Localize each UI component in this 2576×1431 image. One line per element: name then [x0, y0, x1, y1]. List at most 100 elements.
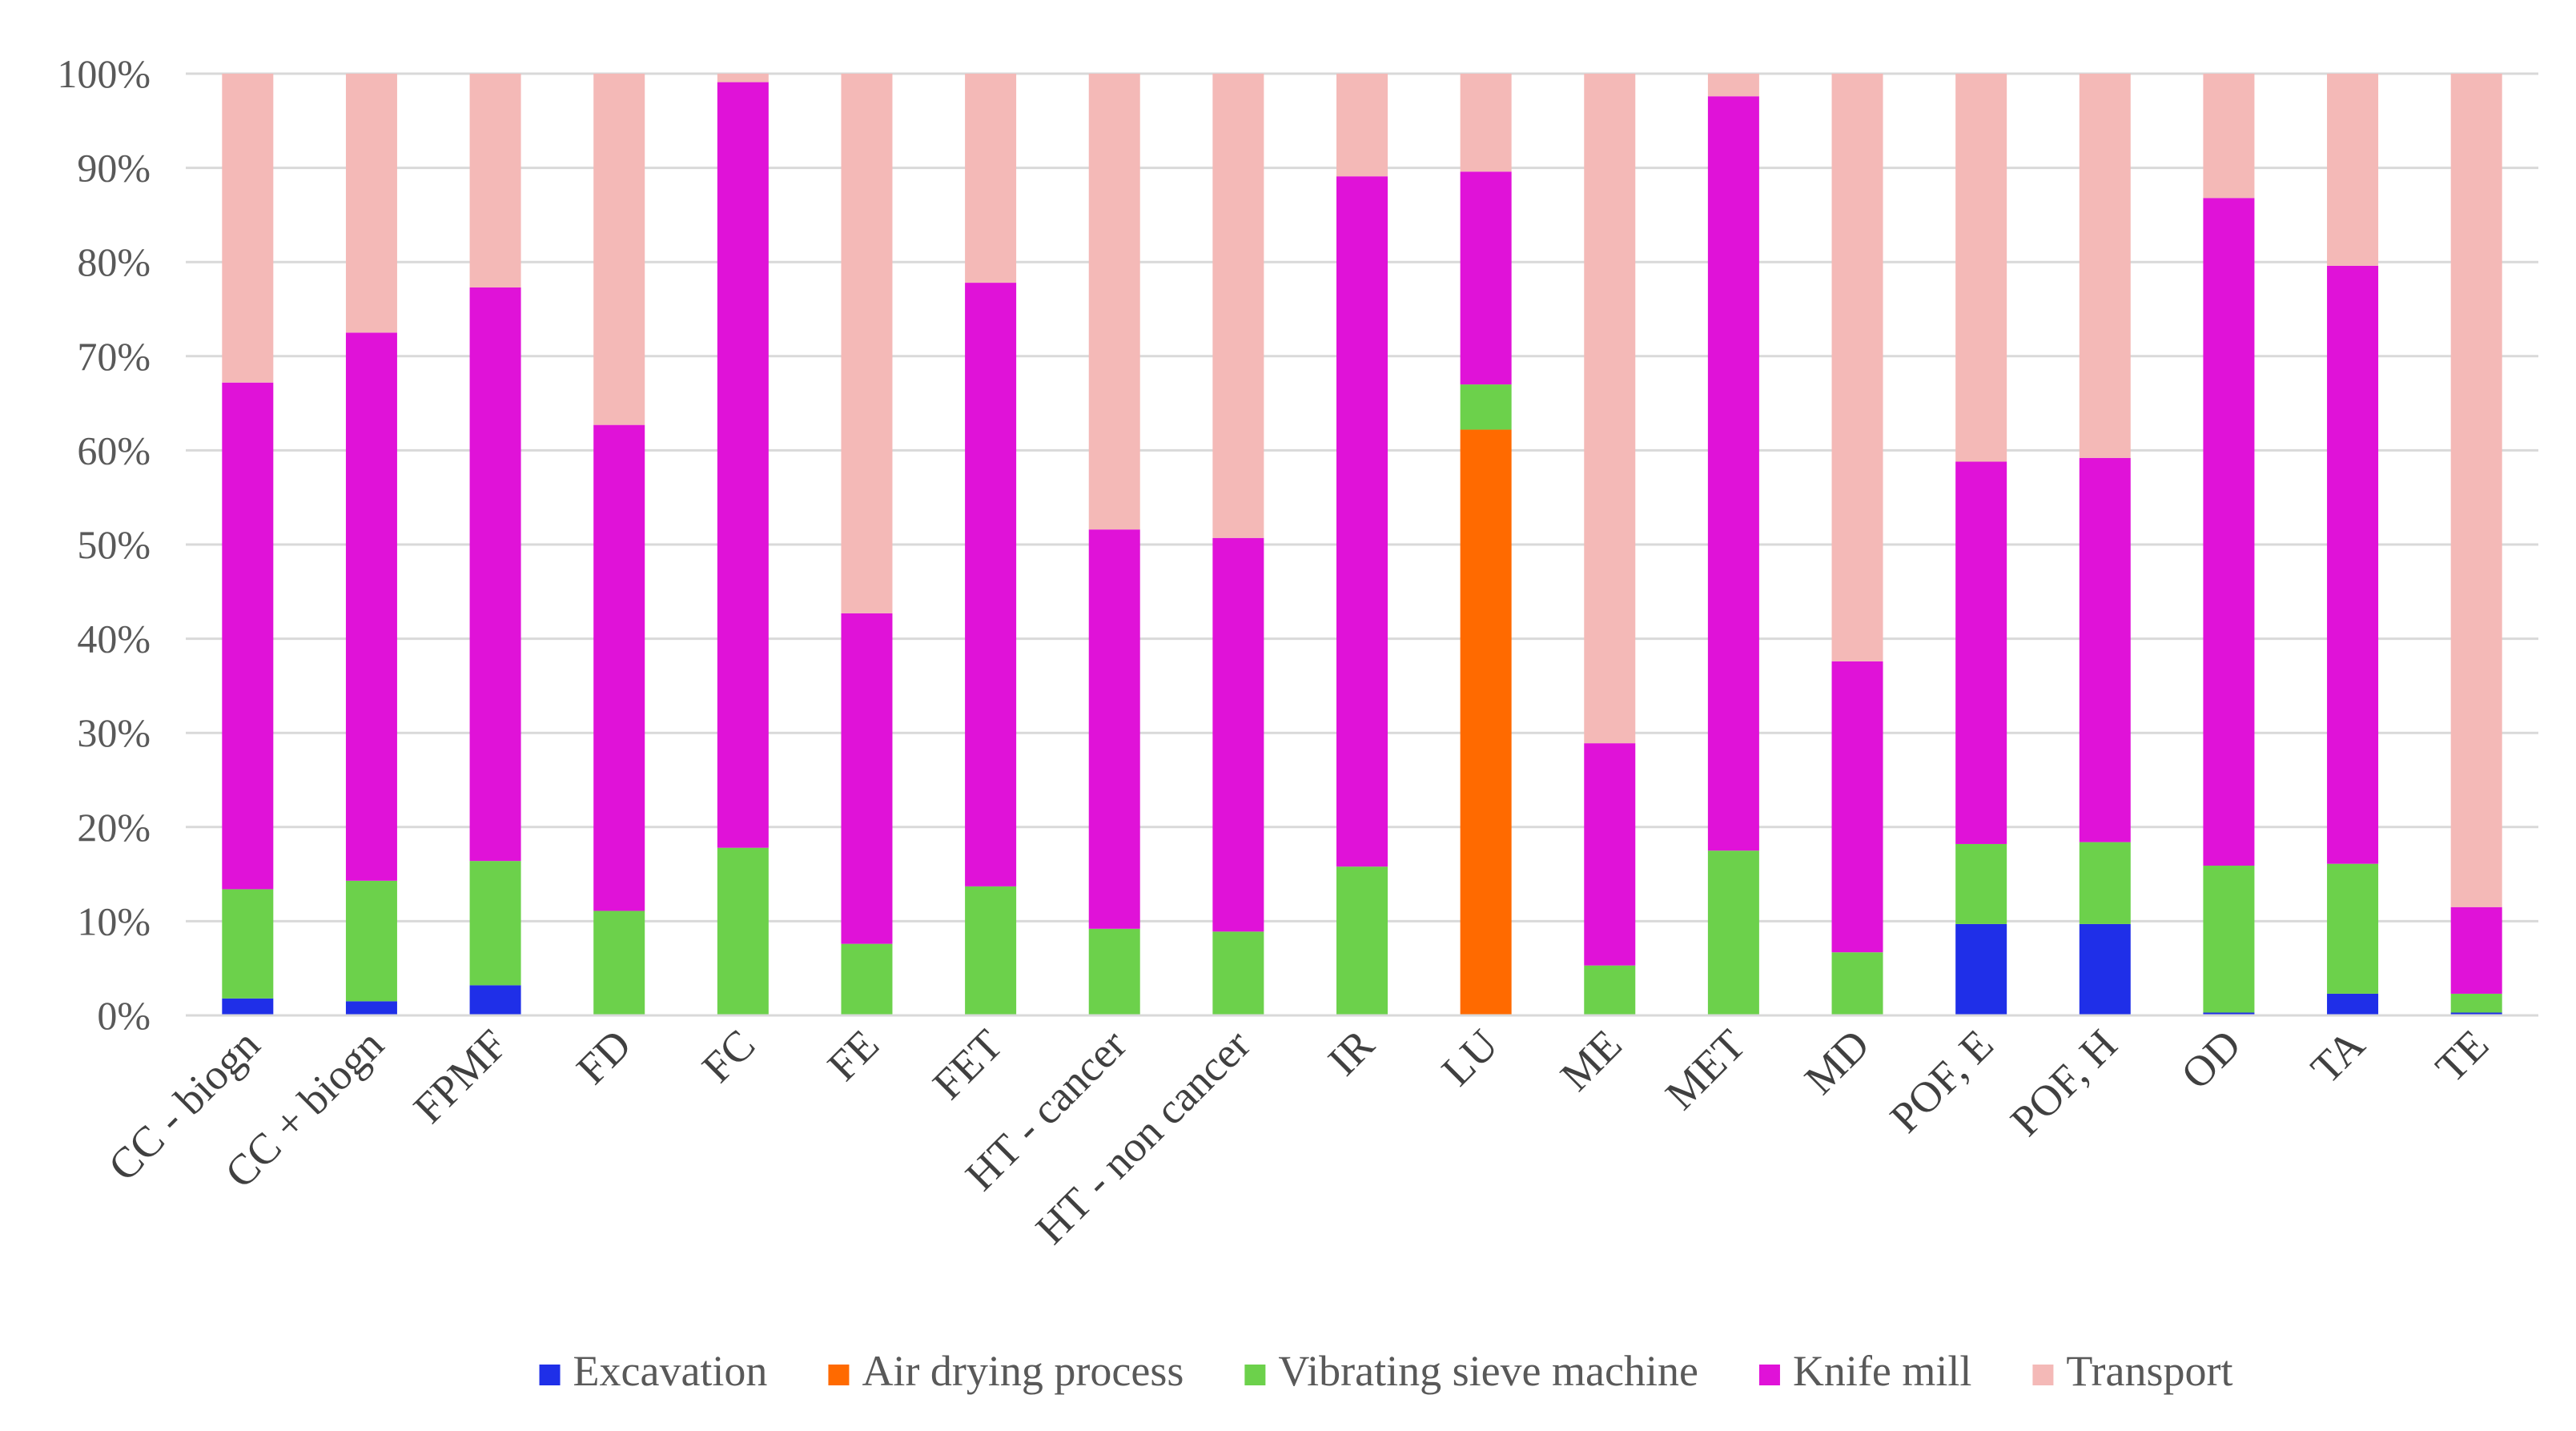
bar-segment-transport-met	[1707, 74, 1759, 97]
x-tick-label-fet: FET	[923, 1020, 1011, 1108]
legend-label-vibrating-sieve-machine: Vibrating sieve machine	[1278, 1347, 1698, 1395]
bar-segment-knife-mill-cc-biogn	[222, 382, 274, 890]
bar-stack-ir	[1336, 74, 1388, 1015]
bar-stack-cc-biogn	[222, 74, 274, 1015]
bar-segment-knife-mill-te	[2450, 906, 2502, 994]
bar-segment-vibrating-sieve-machine-fet	[965, 886, 1017, 1015]
bar-segment-excavation-te	[2450, 1012, 2502, 1015]
bar-segment-transport-ir	[1336, 74, 1388, 177]
legend-label-knife-mill: Knife mill	[1793, 1347, 1971, 1395]
bar-segment-vibrating-sieve-machine-od	[2203, 866, 2255, 1013]
bar-stack-ta	[2327, 74, 2379, 1015]
bar-segment-knife-mill-pof-h	[2079, 457, 2131, 842]
bar-stack-fe	[841, 74, 893, 1015]
x-tick-label-ht-non-cancer: HT - non cancer	[1027, 1020, 1260, 1253]
bar-segment-knife-mill-met	[1707, 96, 1759, 851]
x-tick-label-fpmf: FPMF	[404, 1020, 516, 1132]
bar-stack-te	[2450, 74, 2502, 1015]
y-tick-label-6: 60%	[77, 428, 151, 472]
bars	[222, 74, 2502, 1015]
y-tick-label-3: 30%	[77, 710, 151, 755]
bar-stack-fd	[593, 74, 645, 1015]
bar-segment-vibrating-sieve-machine-ir	[1336, 866, 1388, 1015]
bar-segment-transport-ht-non-cancer	[1212, 74, 1264, 538]
bar-stack-cc-biogn	[345, 74, 397, 1015]
bar-segment-transport-pof-h	[2079, 74, 2131, 458]
bar-stack-met	[1707, 74, 1759, 1015]
legend-item-vibrating-sieve-machine: Vibrating sieve machine	[1244, 1347, 1698, 1395]
bar-segment-transport-md	[1831, 74, 1883, 661]
bar-stack-fc	[717, 74, 769, 1015]
bar-stack-ht-non-cancer	[1212, 74, 1264, 1015]
x-tick-label-lu: LU	[1433, 1020, 1507, 1095]
bar-segment-knife-mill-fd	[593, 424, 645, 911]
legend-item-excavation: Excavation	[539, 1347, 768, 1395]
bar-segment-transport-lu	[1460, 74, 1512, 172]
legend: Excavation Air drying process Vibrating si…	[539, 1347, 2232, 1395]
bar-segment-knife-mill-fet	[965, 283, 1017, 886]
x-tick-label-te: TE	[2426, 1020, 2498, 1091]
bar-segment-vibrating-sieve-machine-fe	[841, 943, 893, 1015]
legend-swatch-excavation	[539, 1365, 561, 1385]
bar-segment-transport-te	[2450, 74, 2502, 907]
bar-segment-air-drying-process-lu	[1460, 429, 1512, 1015]
x-tick-label-pof-e: POF, E	[1881, 1020, 2003, 1142]
bar-segment-knife-mill-lu	[1460, 171, 1512, 385]
bar-segment-transport-fpmf	[469, 74, 521, 287]
y-tick-label-8: 80%	[77, 239, 151, 284]
bar-segment-excavation-ta	[2327, 993, 2379, 1015]
bar-segment-vibrating-sieve-machine-ht-cancer	[1088, 928, 1140, 1015]
bar-segment-transport-fd	[593, 74, 645, 425]
bar-segment-excavation-fpmf	[469, 985, 521, 1015]
bar-segment-vibrating-sieve-machine-md	[1831, 952, 1883, 1015]
bar-segment-knife-mill-ht-non-cancer	[1212, 537, 1264, 932]
bar-stack-fpmf	[469, 74, 521, 1015]
bar-stack-lu	[1460, 74, 1512, 1015]
bar-segment-vibrating-sieve-machine-ht-non-cancer	[1212, 931, 1264, 1015]
legend-label-excavation: Excavation	[573, 1347, 768, 1395]
y-tick-label-2: 20%	[77, 805, 151, 850]
x-tick-label-ta: TA	[2301, 1020, 2373, 1092]
bar-segment-vibrating-sieve-machine-met	[1707, 850, 1759, 1015]
bar-segment-transport-pof-e	[1955, 74, 2007, 462]
bar-stack-me	[1584, 74, 1636, 1015]
bar-segment-transport-me	[1584, 74, 1636, 744]
bar-segment-knife-mill-fpmf	[469, 287, 521, 862]
bar-segment-knife-mill-ht-cancer	[1088, 529, 1140, 929]
x-tick-label-md: MD	[1795, 1020, 1879, 1103]
legend-swatch-knife-mill	[1758, 1365, 1780, 1385]
bar-segment-excavation-cc-biogn	[222, 998, 274, 1015]
bar-segment-transport-fet	[965, 74, 1017, 283]
bar-segment-knife-mill-od	[2203, 198, 2255, 866]
bar-segment-excavation-pof-e	[1955, 923, 2007, 1015]
y-tick-label-0: 0%	[97, 993, 151, 1038]
bar-segment-knife-mill-md	[1831, 661, 1883, 953]
legend-label-air-drying-process: Air drying process	[862, 1347, 1184, 1395]
bar-segment-transport-fc	[717, 74, 769, 82]
bar-segment-transport-fe	[841, 74, 893, 613]
y-tick-label-1: 10%	[77, 898, 151, 943]
bar-segment-knife-mill-ir	[1336, 176, 1388, 867]
bar-segment-knife-mill-fe	[841, 613, 893, 944]
legend-swatch-vibrating-sieve-machine	[1244, 1365, 1266, 1385]
y-tick-label-7: 70%	[77, 334, 151, 379]
bar-segment-vibrating-sieve-machine-pof-e	[1955, 843, 2007, 924]
bar-stack-pof-h	[2079, 74, 2131, 1015]
bar-segment-excavation-pof-h	[2079, 923, 2131, 1015]
bar-segment-knife-mill-pof-e	[1955, 461, 2007, 844]
legend-label-transport: Transport	[2066, 1347, 2232, 1395]
x-tick-label-od: OD	[2172, 1020, 2250, 1099]
legend-item-air-drying-process: Air drying process	[828, 1347, 1184, 1395]
bar-segment-transport-ta	[2327, 74, 2379, 266]
legend-swatch-transport	[2032, 1365, 2054, 1385]
bar-segment-vibrating-sieve-machine-fd	[593, 910, 645, 1015]
bar-segment-excavation-od	[2203, 1012, 2255, 1015]
bar-stack-ht-cancer	[1088, 74, 1140, 1015]
x-tick-label-met: MET	[1656, 1020, 1754, 1119]
bar-segment-knife-mill-fc	[717, 82, 769, 848]
bar-segment-knife-mill-me	[1584, 743, 1636, 966]
bar-segment-vibrating-sieve-machine-lu	[1460, 384, 1512, 430]
